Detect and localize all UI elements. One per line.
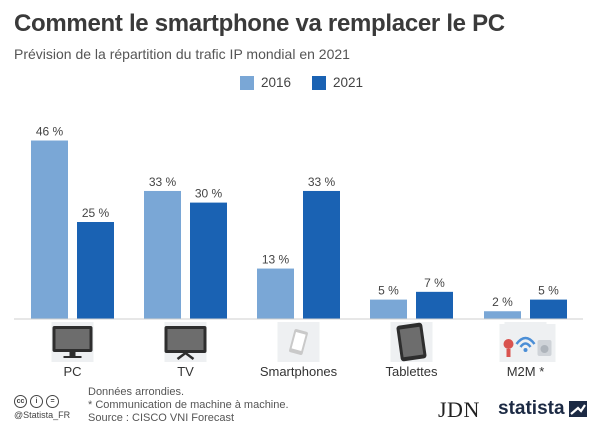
legend-item-2021: 2021 <box>312 75 363 90</box>
chart-subtitle: Prévision de la répartition du trafic IP… <box>14 46 350 62</box>
tv-stand <box>176 351 195 360</box>
smartphone-screen <box>291 332 306 352</box>
chart-notes: Données arrondies. * Communication de ma… <box>88 386 289 425</box>
legend-swatch-2016 <box>240 75 254 90</box>
bar-m2m-2021 <box>530 299 567 319</box>
category-label-m2m: M2M * <box>507 364 545 379</box>
legend-swatch-2021 <box>312 75 326 90</box>
note-source: Source : CISCO VNI Forecast <box>88 412 235 424</box>
bar-pc-2021 <box>77 222 114 319</box>
cc-license-icons: cc i = <box>14 395 70 408</box>
wifi-dot <box>523 348 528 352</box>
legend-label-2021: 2021 <box>333 75 364 90</box>
pc-foot <box>63 356 82 358</box>
bar-tv-2016 <box>144 190 181 319</box>
tv-screen <box>167 329 204 350</box>
statista-logo-icon <box>568 401 587 417</box>
data-label-pc-2016: 46 % <box>36 125 64 139</box>
bar-tv-2021 <box>190 202 227 319</box>
data-label-m2m-2021: 5 % <box>538 284 559 298</box>
data-label-tv-2021: 30 % <box>195 187 223 201</box>
bar-smartphones-2016 <box>257 268 294 319</box>
category-label-tv: TV <box>177 364 194 379</box>
pc-stand <box>69 352 76 356</box>
data-label-tv-2016: 33 % <box>149 175 177 189</box>
m2m-alarm <box>503 339 514 349</box>
chart-title: Comment le smartphone va remplacer le PC <box>14 10 505 37</box>
data-label-pc-2021: 25 % <box>82 206 110 220</box>
legend: 2016 2021 <box>0 75 597 91</box>
data-label-smartphones-2016: 13 % <box>262 253 290 267</box>
category-label-smartphones: Smartphones <box>260 364 338 379</box>
bar-tablettes-2021 <box>416 291 453 319</box>
statista-wordmark: statista <box>498 398 565 419</box>
legend-label-2016: 2016 <box>261 75 292 90</box>
m2m-appliance-door <box>540 345 549 353</box>
by-icon: i <box>30 395 43 408</box>
wifi-arc-outer <box>515 336 536 345</box>
jdn-logo: JDN <box>438 397 480 422</box>
cc-icon: cc <box>14 395 27 408</box>
license-block: cc i = @Statista_FR <box>14 395 70 420</box>
pc-screen <box>55 329 90 349</box>
statista-logo: statista <box>498 398 587 420</box>
data-label-m2m-2016: 2 % <box>492 295 513 309</box>
data-label-tablettes-2016: 5 % <box>378 284 399 298</box>
bar-m2m-2016 <box>484 311 521 319</box>
nd-icon: = <box>46 395 59 408</box>
data-label-smartphones-2021: 33 % <box>308 175 336 189</box>
bar-pc-2016 <box>31 140 68 319</box>
statista-handle: @Statista_FR <box>14 410 71 420</box>
legend-item-2016: 2016 <box>240 75 291 90</box>
category-label-pc: PC <box>63 364 81 379</box>
note-rounded: Données arrondies. <box>88 386 185 398</box>
bar-smartphones-2021 <box>303 190 340 319</box>
data-label-tablettes-2021: 7 % <box>424 276 445 290</box>
note-m2m: * Communication de machine à machine. <box>88 399 289 411</box>
tablet-screen <box>399 326 424 358</box>
category-label-tablettes: Tablettes <box>385 364 438 379</box>
m2m-alarm-base <box>506 349 511 357</box>
wifi-arc-inner <box>519 342 532 348</box>
bar-tablettes-2016 <box>370 299 407 319</box>
